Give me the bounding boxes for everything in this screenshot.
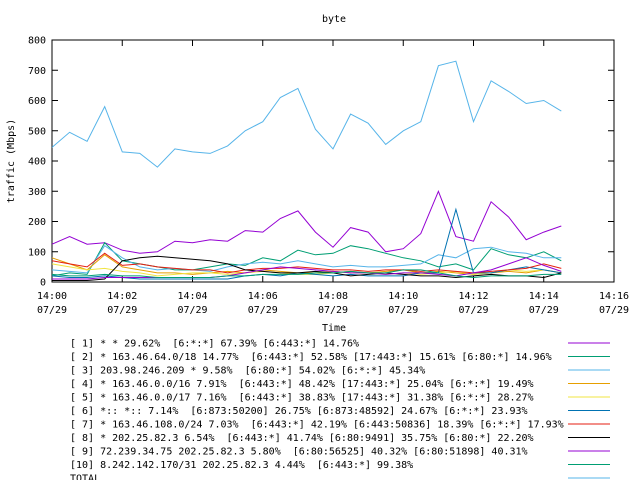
series-line xyxy=(52,255,562,281)
x-tick-label: 14:06 xyxy=(248,291,278,302)
x-tick-label: 07/29 xyxy=(177,305,207,316)
series-line xyxy=(51,244,562,274)
series-line xyxy=(51,60,562,168)
x-tick-label: 07/29 xyxy=(458,305,488,316)
x-tick-label: 14:02 xyxy=(107,291,137,302)
x-tick-label: 07/29 xyxy=(318,305,348,316)
series-line xyxy=(51,207,562,280)
y-tick-label: 600 xyxy=(28,96,46,107)
x-tick-label: 07/29 xyxy=(529,305,559,316)
x-tick-label: 14:12 xyxy=(458,291,488,302)
y-axis-label: traffic (Mbps) xyxy=(6,119,17,203)
plot-border xyxy=(51,39,615,283)
y-tick-label: 700 xyxy=(28,66,46,77)
x-tick-label: 07/29 xyxy=(248,305,278,316)
legend-label: [ 1] * * 29.62% [6:*:*] 67.39% [6:443:*]… xyxy=(70,339,359,350)
legend-label: [ 7] * 163.46.108.0/24 7.03% [6:443:*] 4… xyxy=(70,420,564,431)
y-tick-label: 0 xyxy=(40,278,46,289)
x-tick-label: 14:00 xyxy=(37,291,67,302)
legend-label: [ 2] * 163.46.64.0/18 14.77% [6:443:*] 5… xyxy=(70,352,552,363)
x-tick-label: 07/29 xyxy=(107,305,137,316)
x-tick-label: 07/29 xyxy=(37,305,67,316)
legend-label: [ 5] * 163.46.0.0/17 7.16% [6:443:*] 38.… xyxy=(70,393,534,404)
legend-label: [10] 8.242.142.170/31 202.25.82.3 4.44% … xyxy=(70,460,413,471)
series-line xyxy=(52,257,562,280)
legend-label: [ 3] 203.98.246.209 * 9.58% [6:80:*] 54.… xyxy=(70,366,425,377)
series-line xyxy=(51,263,562,277)
legend-label: [ 6] *:: *:: 7.14% [6:873:50200] 26.75% … xyxy=(70,406,528,417)
x-tick-label: 14:04 xyxy=(177,291,207,302)
x-tick-label: 07/29 xyxy=(388,305,418,316)
legend-label: [ 4] * 163.46.0.0/16 7.91% [6:443:*] 48.… xyxy=(70,379,534,390)
legend-label: TOTAL xyxy=(70,474,100,480)
series-line xyxy=(51,189,562,254)
y-tick-label: 800 xyxy=(28,36,46,47)
y-tick-label: 400 xyxy=(28,157,46,168)
x-tick-label: 14:14 xyxy=(529,291,559,302)
series-line xyxy=(51,269,562,279)
y-tick-label: 500 xyxy=(28,126,46,137)
y-tick-label: 300 xyxy=(28,187,46,198)
x-tick-label: 14:08 xyxy=(318,291,348,302)
x-axis-label: Time xyxy=(322,323,346,334)
chart-title: byte xyxy=(322,14,346,25)
y-tick-label: 200 xyxy=(28,217,46,228)
y-tick-label: 100 xyxy=(28,247,46,258)
x-tick-label: 07/29 xyxy=(599,305,629,316)
legend-label: [ 9] 72.239.34.75 202.25.82.3 5.80% [6:8… xyxy=(70,447,528,458)
series-line xyxy=(51,241,562,277)
x-tick-label: 14:16 xyxy=(599,291,629,302)
legend-label: [ 8] * 202.25.82.3 6.54% [6:443:*] 41.74… xyxy=(70,433,534,444)
x-tick-label: 14:10 xyxy=(388,291,418,302)
